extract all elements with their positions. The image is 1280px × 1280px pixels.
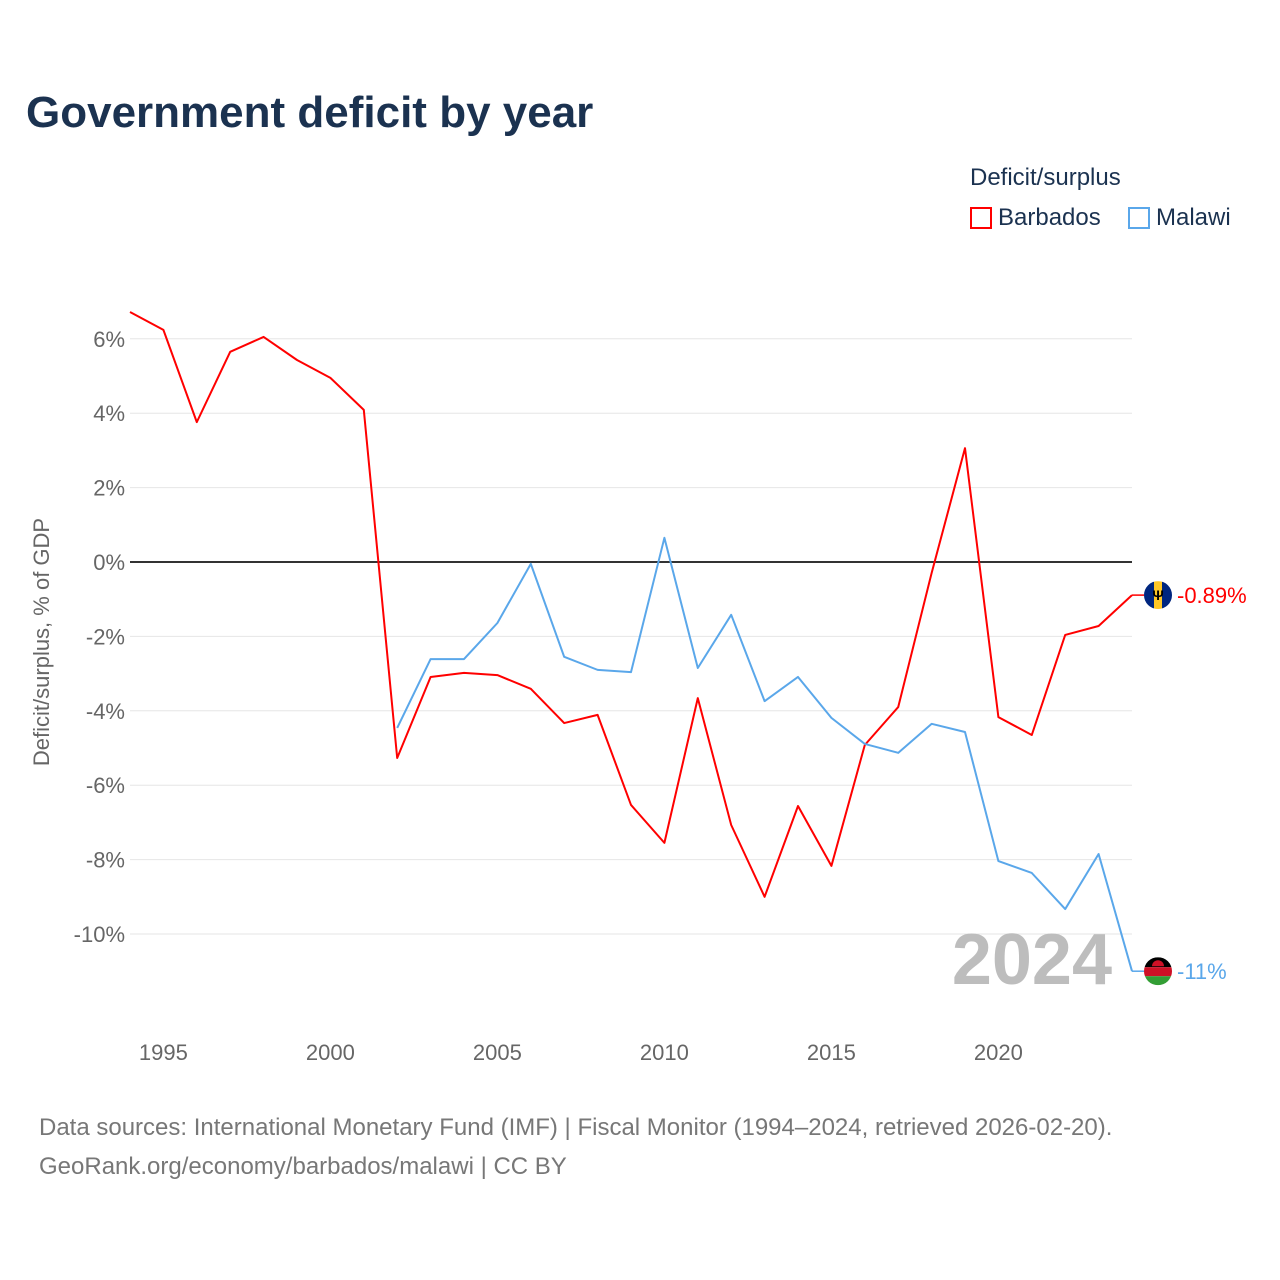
data-point-malawi bbox=[661, 535, 667, 541]
data-point-malawi bbox=[695, 665, 701, 671]
flag-band bbox=[1144, 976, 1172, 986]
x-tick-label: 1995 bbox=[139, 1040, 188, 1065]
data-point-malawi bbox=[728, 612, 734, 618]
data-point-barbados bbox=[1096, 623, 1102, 629]
data-point-barbados bbox=[595, 712, 601, 718]
data-point-barbados bbox=[561, 720, 567, 726]
source-url[interactable]: GeoRank.org/economy/barbados/malawi | CC… bbox=[39, 1153, 567, 1180]
y-tick-label: -8% bbox=[86, 848, 125, 873]
sun-icon bbox=[1152, 960, 1164, 967]
line-barbados bbox=[129, 311, 1133, 898]
legend-title: Deficit/surplus bbox=[970, 164, 1121, 191]
line-malawi bbox=[396, 536, 1133, 972]
data-point-barbados bbox=[294, 357, 300, 363]
data-point-malawi bbox=[461, 656, 467, 662]
x-tick-label: 2015 bbox=[807, 1040, 856, 1065]
flag-malawi-icon bbox=[1144, 957, 1172, 986]
data-point-malawi bbox=[1029, 870, 1035, 876]
x-tick-label: 2020 bbox=[974, 1040, 1023, 1065]
data-point-barbados bbox=[428, 674, 434, 680]
data-point-barbados bbox=[762, 894, 768, 900]
y-tick-label: -4% bbox=[86, 699, 125, 724]
data-point-barbados bbox=[661, 840, 667, 846]
year-watermark: 2024 bbox=[952, 920, 1112, 1000]
legend-label: Malawi bbox=[1156, 204, 1231, 231]
data-point-malawi bbox=[862, 741, 868, 747]
y-tick-label: -10% bbox=[74, 922, 125, 947]
x-tick-label: 2005 bbox=[473, 1040, 522, 1065]
data-point-malawi bbox=[1062, 906, 1068, 912]
y-tick-label: 6% bbox=[93, 327, 125, 352]
data-point-barbados bbox=[127, 309, 133, 315]
legend-swatch-malawi bbox=[1128, 207, 1150, 229]
data-point-barbados bbox=[695, 695, 701, 701]
data-point-barbados bbox=[261, 334, 267, 340]
legend-swatch-barbados bbox=[970, 207, 992, 229]
end-label-barbados: -0.89% bbox=[1177, 583, 1247, 608]
data-point-barbados bbox=[728, 822, 734, 828]
data-point-malawi bbox=[494, 620, 500, 626]
data-point-malawi bbox=[394, 725, 400, 731]
data-point-barbados bbox=[628, 802, 634, 808]
y-tick-label: 2% bbox=[93, 476, 125, 501]
data-point-malawi bbox=[561, 654, 567, 660]
x-tick-label: 2000 bbox=[306, 1040, 355, 1065]
flag-band bbox=[1162, 581, 1172, 610]
data-point-barbados bbox=[528, 686, 534, 692]
data-point-barbados bbox=[394, 755, 400, 761]
data-point-barbados bbox=[929, 570, 935, 576]
data-point-malawi bbox=[762, 698, 768, 704]
data-point-barbados bbox=[494, 672, 500, 678]
flag-fill: Ψ bbox=[1144, 581, 1172, 610]
y-tick-label: -2% bbox=[86, 624, 125, 649]
y-tick-label: -6% bbox=[86, 773, 125, 798]
flag-band bbox=[1144, 967, 1172, 977]
data-point-malawi bbox=[962, 729, 968, 735]
data-point-malawi bbox=[828, 715, 834, 721]
y-tick-label: 4% bbox=[93, 401, 125, 426]
end-label-malawi: -11% bbox=[1177, 959, 1227, 984]
data-point-barbados bbox=[828, 863, 834, 869]
data-point-malawi bbox=[895, 750, 901, 756]
data-point-barbados bbox=[227, 349, 233, 355]
flag-band bbox=[1144, 581, 1154, 610]
data-point-barbados bbox=[1062, 632, 1068, 638]
y-tick-label: 0% bbox=[93, 550, 125, 575]
legend-item-barbados[interactable]: Barbados bbox=[970, 204, 1101, 232]
data-point-barbados bbox=[160, 327, 166, 333]
legend-label: Barbados bbox=[998, 204, 1101, 231]
data-point-barbados bbox=[361, 407, 367, 413]
data-point-barbados bbox=[995, 714, 1001, 720]
source-line: Data sources: International Monetary Fun… bbox=[39, 1114, 1113, 1141]
data-point-barbados bbox=[895, 704, 901, 710]
data-point-barbados bbox=[1029, 732, 1035, 738]
data-point-malawi bbox=[628, 669, 634, 675]
legend-item-malawi[interactable]: Malawi bbox=[1128, 204, 1231, 232]
data-point-malawi bbox=[795, 674, 801, 680]
x-tick-label: 2010 bbox=[640, 1040, 689, 1065]
data-point-malawi bbox=[428, 656, 434, 662]
flag-fill bbox=[1144, 957, 1172, 986]
data-point-malawi bbox=[995, 858, 1001, 864]
data-point-barbados bbox=[327, 375, 333, 381]
data-point-barbados bbox=[461, 670, 467, 676]
flag-barbados-icon: Ψ bbox=[1144, 581, 1172, 610]
data-point-barbados bbox=[962, 445, 968, 451]
flag-band bbox=[1154, 581, 1162, 610]
data-point-malawi bbox=[595, 667, 601, 673]
data-point-malawi bbox=[929, 721, 935, 727]
source-note: Data sources: International Monetary Fun… bbox=[39, 1108, 1112, 1186]
trident-icon: Ψ bbox=[1152, 587, 1163, 603]
data-point-malawi bbox=[528, 561, 534, 567]
chart-title: Government deficit by year bbox=[26, 88, 594, 137]
data-point-barbados bbox=[795, 803, 801, 809]
data-point-malawi bbox=[1096, 851, 1102, 857]
data-point-barbados bbox=[194, 419, 200, 425]
